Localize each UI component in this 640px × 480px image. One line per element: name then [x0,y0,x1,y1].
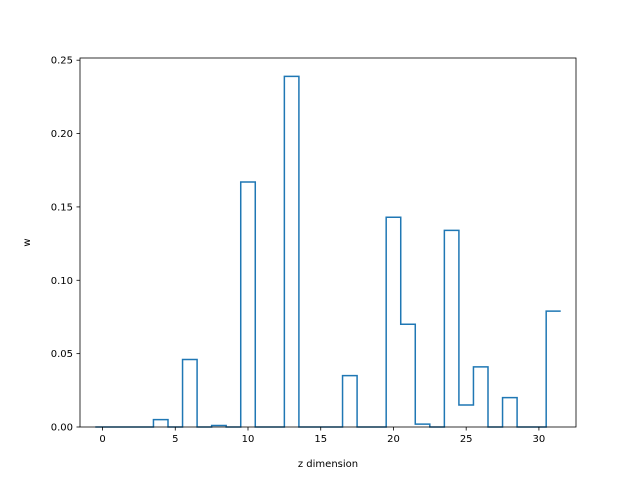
x-tick-label: 0 [99,434,105,445]
histogram-step-line [95,75,561,428]
y-tick-label: 0.10 [51,276,73,287]
y-tick-label: 0.15 [51,202,73,213]
x-axis-ticks: 0 5 10 15 20 25 30 [99,427,545,445]
y-tick-label: 0.05 [51,349,73,360]
x-tick-label: 15 [314,434,327,445]
x-tick-label: 25 [460,434,473,445]
axes-frame [79,57,577,428]
y-tick-label: 0.25 [51,56,73,67]
y-axis-ticks: 0.00 0.05 0.10 0.15 0.20 0.25 [51,56,80,434]
y-axis-label: w [22,238,33,246]
x-tick-label: 10 [242,434,255,445]
plot-area [79,57,577,428]
x-tick-label: 30 [533,434,546,445]
y-tick-label: 0.20 [51,129,73,140]
x-tick-label: 20 [387,434,400,445]
y-tick-label: 0.00 [51,423,73,434]
x-axis-label: z dimension [298,459,358,470]
x-tick-label: 5 [172,434,178,445]
